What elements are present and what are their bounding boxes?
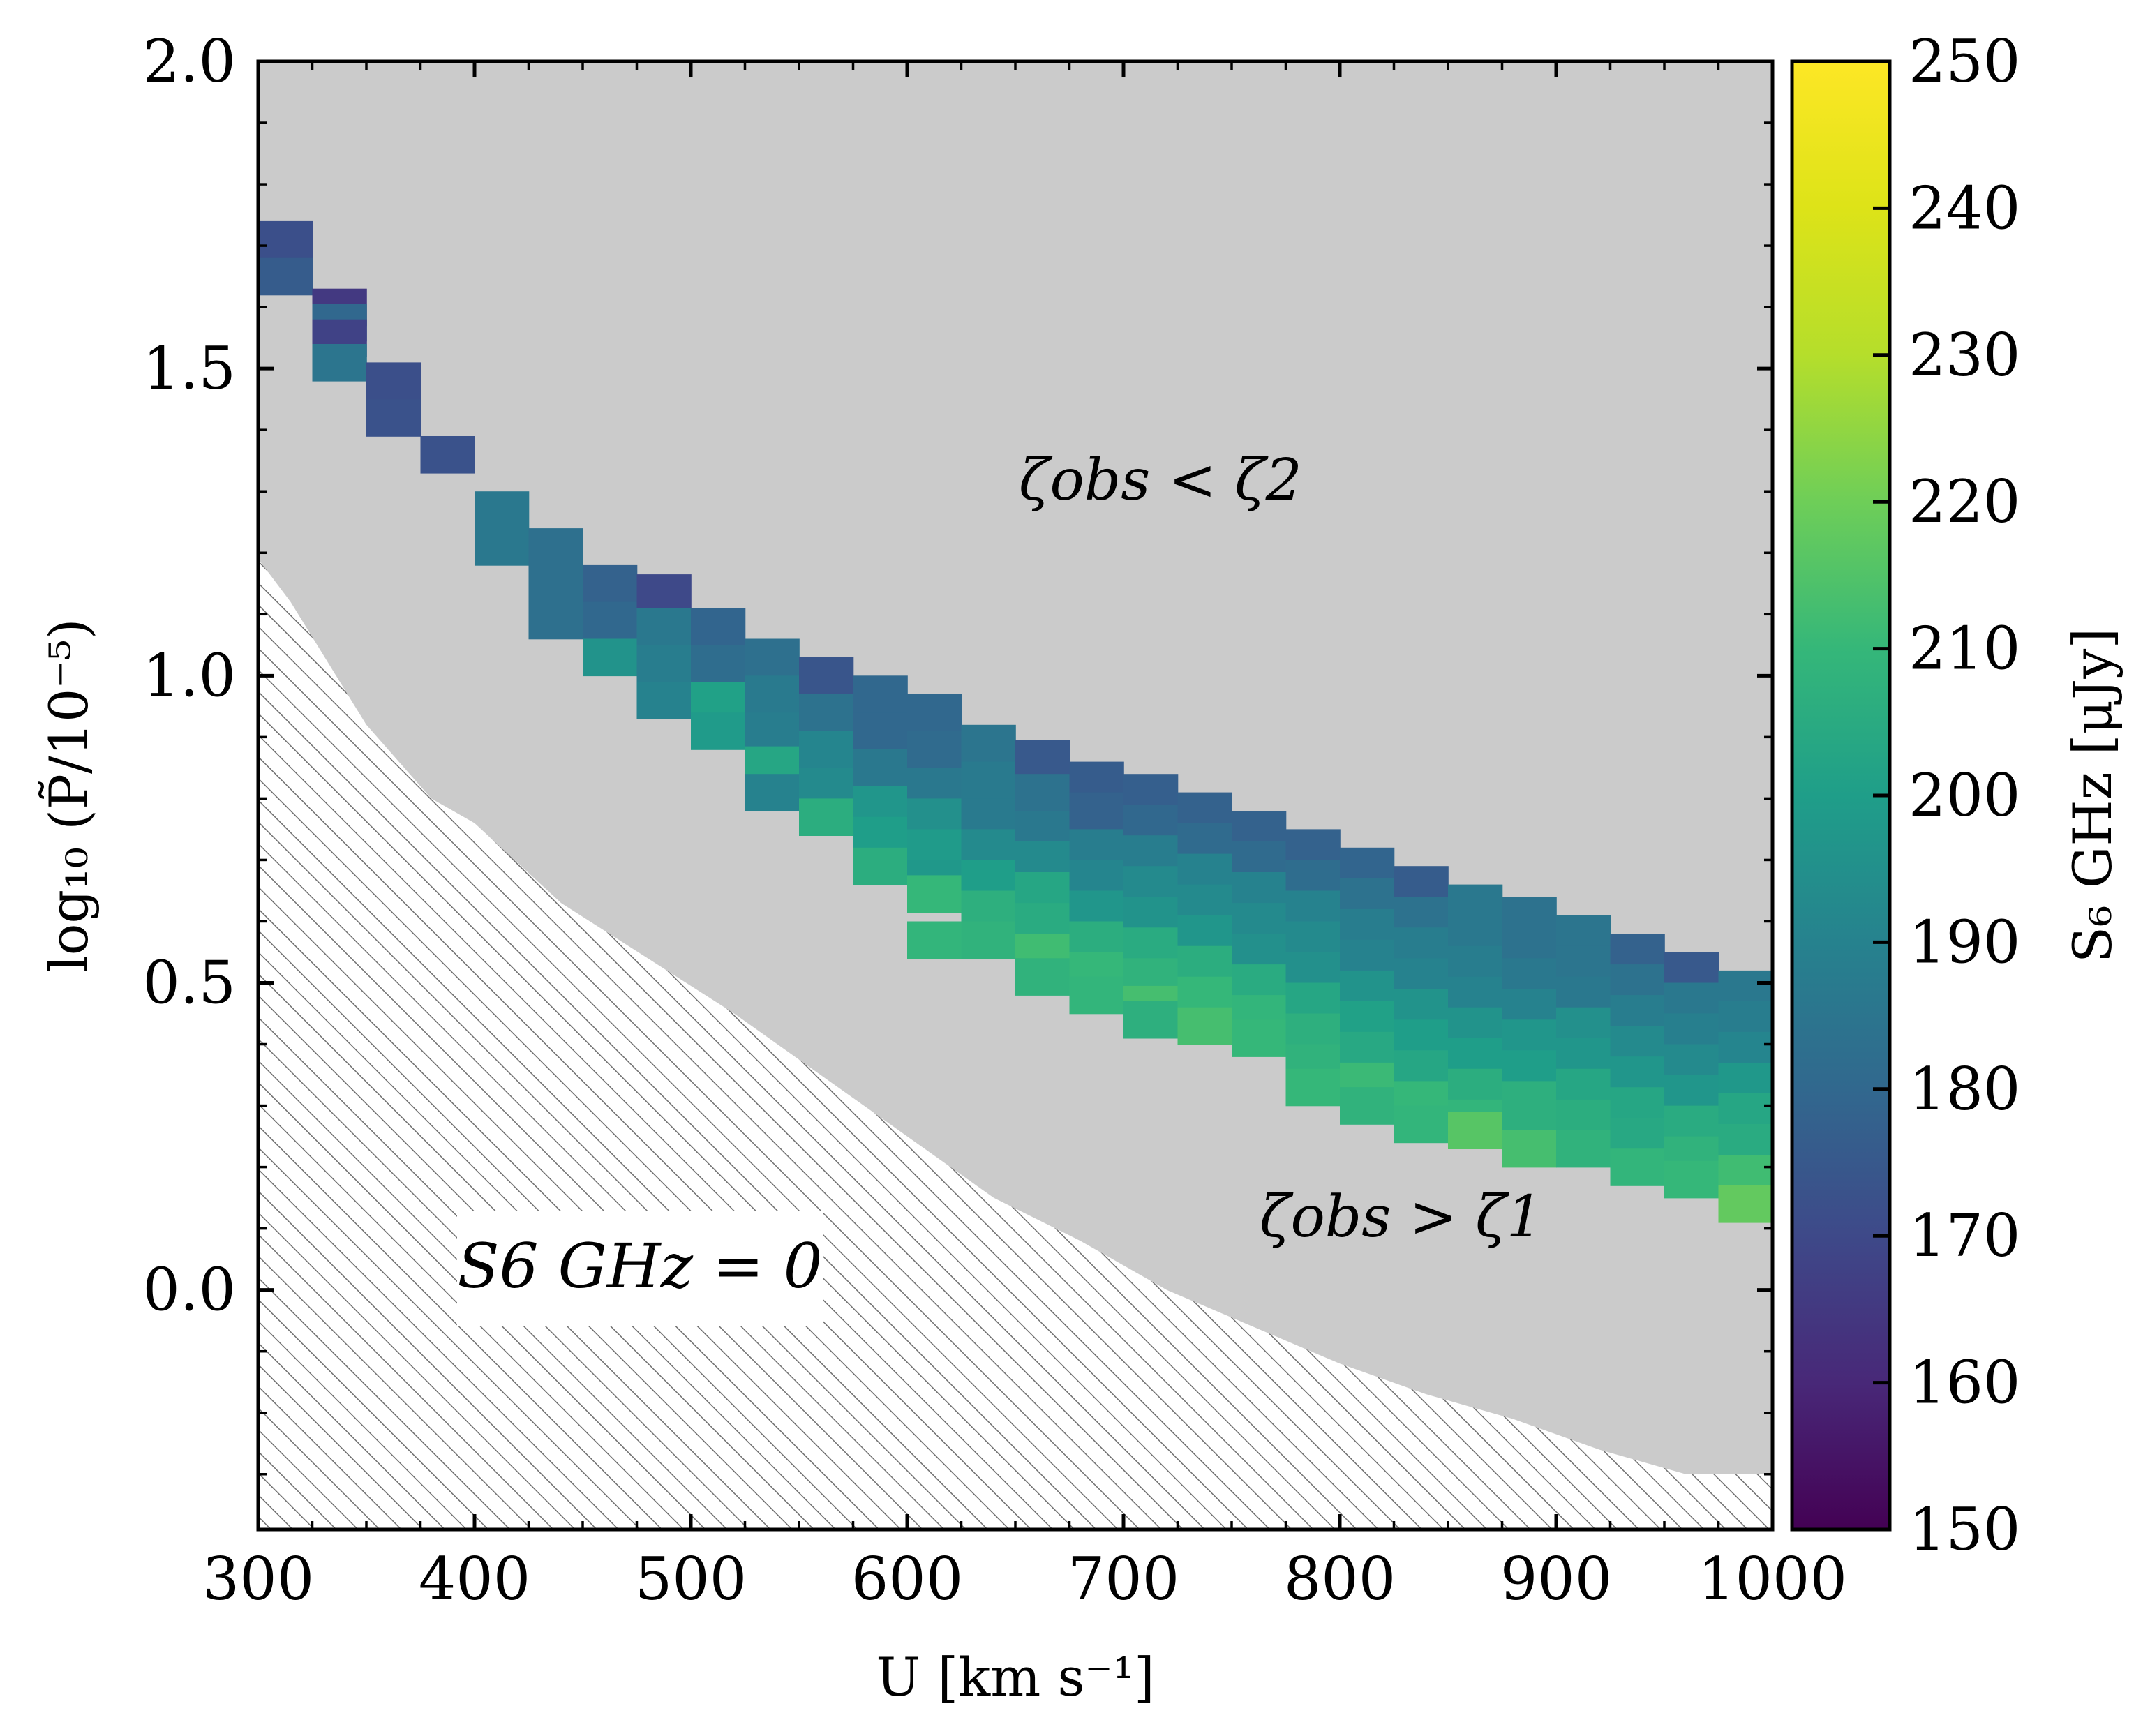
heatmap-cell — [961, 761, 1016, 800]
x-tick-labels: 300 400 500 600 700 800 900 1000 — [202, 1545, 1847, 1613]
y-tick-label: 1.0 — [142, 641, 236, 710]
heatmap-cell — [1177, 1007, 1232, 1045]
y-tick-label: 0.0 — [142, 1256, 236, 1324]
heatmap-cell — [853, 675, 908, 713]
heatmap-cell — [1556, 1130, 1611, 1168]
colorbar-tick-label: 230 — [1909, 321, 2020, 389]
heatmap-cell — [1610, 1148, 1665, 1186]
heatmap-cell — [583, 601, 638, 640]
heatmap-cell — [1015, 740, 1070, 778]
heatmap-cell — [528, 601, 583, 640]
heatmap-cell — [475, 491, 530, 529]
colorbar-tick-label: 160 — [1909, 1349, 2020, 1417]
x-axis-label: U [km s⁻¹] — [876, 1646, 1154, 1708]
heatmap-cell — [1394, 1105, 1449, 1144]
x-tick-label: 800 — [1284, 1545, 1396, 1613]
colorbar-tick-label: 150 — [1909, 1495, 2020, 1564]
colorbar-title: S₆ GHz [μJy] — [2061, 628, 2123, 963]
heatmap-cell — [853, 749, 908, 787]
colorbar-tick-label: 200 — [1909, 761, 2020, 830]
heatmap-cell — [366, 362, 421, 400]
x-tick-label: 1000 — [1698, 1545, 1847, 1613]
heatmap-cell — [799, 798, 854, 836]
x-tick-label: 700 — [1068, 1545, 1179, 1613]
heatmap-cell — [583, 638, 638, 677]
heatmap-cell — [258, 220, 313, 259]
annotation-hatched-region: S6 GHz = 0 — [457, 1230, 822, 1302]
heatmap-cells — [258, 220, 1772, 1223]
y-axis-label: log₁₀ (P̃/10⁻⁵) — [37, 618, 100, 972]
heatmap-cell — [907, 875, 962, 913]
y-tick-label: 0.5 — [142, 949, 236, 1017]
colorbar-ticks: 150 160 170 180 190 200 210 220 230 240 250 — [1873, 27, 2020, 1564]
heatmap-cell — [907, 694, 962, 732]
colorbar: 150 160 170 180 190 200 210 220 230 240 250 S₆ GHz… — [1790, 27, 2123, 1564]
heatmap-cell — [1015, 958, 1070, 996]
colorbar-tick-label: 220 — [1909, 467, 2020, 536]
heatmap-cell — [691, 645, 746, 682]
heatmap-cell — [1664, 1160, 1719, 1199]
heatmap-cell — [636, 682, 692, 719]
heatmap-cell — [799, 694, 854, 732]
plot-frame — [256, 59, 1775, 1532]
annotation-box — [457, 1211, 823, 1326]
heatmap-cell — [1340, 1087, 1395, 1125]
annotation-upper-region: ζobs < ζ2 — [1019, 447, 1302, 514]
colorbar-tick-label: 170 — [1909, 1202, 2020, 1270]
heatmap-cell — [258, 257, 313, 296]
heatmap-cell — [961, 724, 1016, 763]
heatmap-cell — [1232, 1019, 1287, 1057]
heatmap-cell — [312, 344, 367, 382]
heatmap-cell — [1015, 774, 1070, 811]
heatmap-cell — [1069, 976, 1124, 1015]
heatmap-cell — [475, 528, 530, 566]
heatmap-cell — [745, 774, 800, 811]
colorbar-tick-label: 240 — [1909, 174, 2020, 242]
heatmap-cell — [961, 921, 1016, 959]
annotation-lower-region: ζobs > ζ1 — [1260, 1184, 1543, 1250]
colorbar-tick-label: 180 — [1909, 1055, 2020, 1123]
heatmap-cell — [583, 564, 638, 603]
heatmap-cell — [1069, 792, 1124, 830]
x-axis-title: U [km s⁻¹] — [876, 1646, 1154, 1708]
heatmap-cell — [853, 712, 908, 750]
heatmap-cell — [799, 657, 854, 695]
colorbar-label: S₆ GHz [μJy] — [2061, 628, 2123, 963]
x-tick-label: 600 — [851, 1545, 963, 1613]
heatmap-cell — [907, 731, 962, 769]
heatmap-cell — [691, 712, 746, 750]
heatmap-cell — [1448, 1112, 1503, 1149]
heatmap-cell — [745, 638, 800, 677]
heatmap-cell — [1285, 1068, 1341, 1107]
heatmap-cell — [1502, 1130, 1557, 1168]
heatmap-cell — [528, 528, 583, 566]
heatmap-cell — [636, 608, 692, 646]
y-axis-title: log₁₀ (P̃/10⁻⁵) — [37, 618, 100, 972]
heatmap-cell — [745, 712, 800, 750]
y-tick-label: 2.0 — [142, 27, 236, 96]
x-tick-label: 400 — [419, 1545, 530, 1613]
annotations: ζobs < ζ2 ζobs > ζ1 S6 GHz = 0 — [457, 447, 1543, 1326]
colorbar-tick-label: 250 — [1909, 27, 2020, 96]
y-tick-label: 1.5 — [142, 334, 236, 403]
x-tick-label: 500 — [635, 1545, 747, 1613]
heatmap-cell — [528, 564, 583, 603]
y-tick-labels: 0.0 0.5 1.0 1.5 2.0 — [142, 27, 236, 1324]
colorbar-tick-label: 190 — [1909, 908, 2020, 976]
heatmap-cell — [799, 731, 854, 769]
heatmap-cell — [636, 574, 692, 612]
heatmap-cell — [636, 645, 692, 682]
x-tick-label: 900 — [1500, 1545, 1612, 1613]
heatmap-cell — [745, 675, 800, 713]
heatmap-cell — [853, 847, 908, 885]
heatmap-cell — [907, 921, 962, 959]
heatmap-cell — [1123, 1001, 1179, 1039]
heatmap-cell — [420, 436, 475, 474]
x-tick-label: 300 — [202, 1545, 314, 1613]
heatmap-cell — [1718, 1185, 1772, 1223]
colorbar-tick-label: 210 — [1909, 615, 2020, 683]
heatmap-cell — [366, 399, 421, 437]
heatmap-cell — [691, 608, 746, 646]
